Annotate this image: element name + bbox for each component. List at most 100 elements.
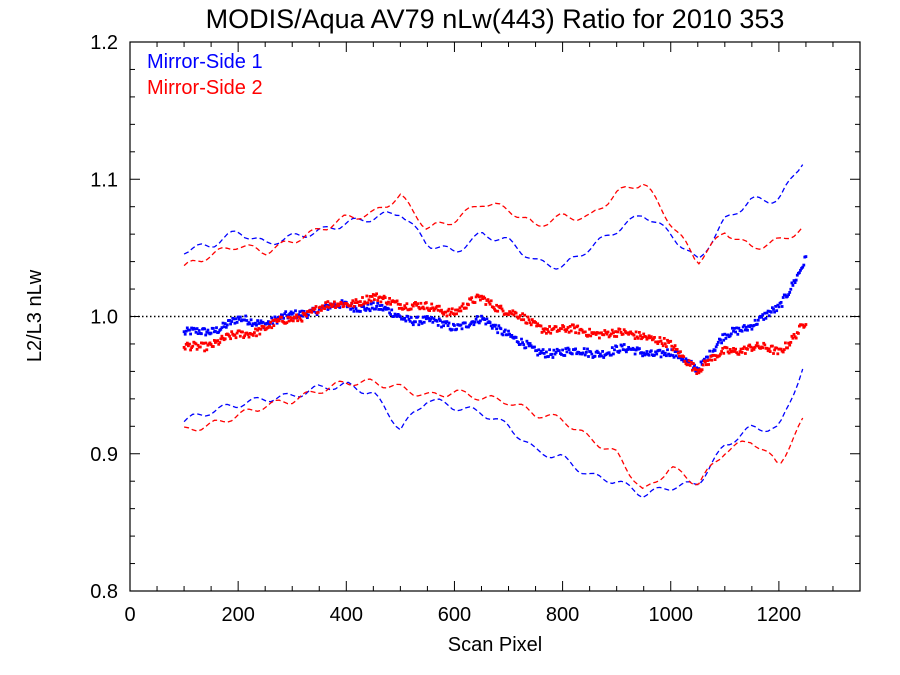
data-point (550, 352, 554, 356)
data-point (430, 316, 434, 319)
data-point (686, 363, 690, 366)
data-point (595, 349, 599, 353)
data-point (371, 301, 375, 305)
data-point (334, 306, 337, 309)
data-point (494, 309, 497, 313)
data-point (536, 353, 540, 357)
data-point (458, 306, 462, 310)
y-tick-label: 1.0 (90, 307, 118, 329)
data-point (297, 313, 301, 316)
data-point (378, 304, 382, 307)
data-point (529, 323, 533, 327)
data-point (740, 329, 744, 333)
data-point (386, 302, 389, 306)
data-point (804, 255, 808, 258)
data-point (641, 354, 644, 358)
data-point (312, 309, 316, 313)
data-point (362, 302, 365, 306)
data-point (330, 305, 334, 308)
data-point (209, 343, 213, 346)
data-point (193, 327, 197, 331)
data-point (259, 319, 263, 323)
data-point (649, 335, 653, 339)
data-point (364, 301, 368, 305)
data-point (695, 366, 699, 370)
data-point (792, 333, 796, 336)
data-point (436, 308, 440, 312)
data-point (494, 323, 497, 327)
data-point (601, 350, 604, 353)
data-point (593, 354, 597, 358)
data-point (603, 329, 607, 332)
data-point (689, 361, 693, 364)
data-point (727, 351, 731, 355)
data-point (521, 312, 524, 316)
data-point (198, 345, 202, 349)
data-point (715, 343, 719, 346)
data-point (718, 354, 721, 358)
data-point (750, 349, 754, 352)
data-point (194, 330, 198, 334)
data-point (369, 302, 373, 306)
data-point (327, 306, 331, 309)
data-point (441, 320, 444, 324)
data-point (477, 295, 481, 299)
data-point (719, 352, 722, 356)
data-point (541, 348, 545, 351)
data-point (754, 344, 758, 347)
data-point (542, 329, 546, 333)
data-point (672, 355, 676, 359)
data-point (324, 301, 328, 304)
data-point (445, 314, 449, 318)
data-point (349, 304, 352, 308)
data-point (233, 333, 237, 337)
data-point (188, 342, 191, 346)
data-point (245, 331, 249, 335)
data-point (327, 304, 331, 307)
data-point (773, 348, 776, 352)
data-point (460, 327, 464, 331)
data-point (661, 344, 665, 348)
data-point (272, 324, 276, 327)
data-point (392, 315, 396, 318)
data-point (735, 326, 739, 330)
data-point (190, 346, 193, 349)
data-point (229, 322, 232, 326)
data-point (600, 354, 603, 358)
data-point (520, 318, 523, 322)
data-point (230, 330, 234, 334)
data-point (632, 333, 636, 337)
data-point (692, 362, 695, 366)
data-point (798, 324, 801, 328)
data-point (236, 315, 240, 319)
data-point (208, 341, 212, 345)
data-point (269, 320, 272, 324)
data-point (733, 327, 736, 330)
data-point (599, 352, 602, 356)
data-point (746, 347, 749, 351)
data-point (387, 307, 390, 311)
data-point (253, 331, 256, 334)
data-point (364, 309, 368, 312)
data-point (539, 349, 543, 353)
data-point (562, 325, 566, 328)
data-point (769, 310, 773, 314)
data-point (606, 330, 610, 334)
data-point (766, 309, 770, 313)
data-point (756, 318, 760, 322)
data-point (432, 317, 436, 320)
data-point (688, 364, 692, 367)
data-point (699, 360, 703, 364)
data-point (416, 302, 420, 306)
data-point (804, 323, 808, 326)
data-point (424, 317, 428, 321)
data-point (682, 355, 686, 359)
data-point (694, 369, 697, 373)
data-point (189, 332, 192, 336)
data-point (618, 349, 622, 353)
data-point (771, 306, 774, 310)
data-point (663, 342, 667, 346)
data-point (410, 321, 414, 325)
data-point (567, 348, 571, 351)
data-point (541, 327, 545, 331)
